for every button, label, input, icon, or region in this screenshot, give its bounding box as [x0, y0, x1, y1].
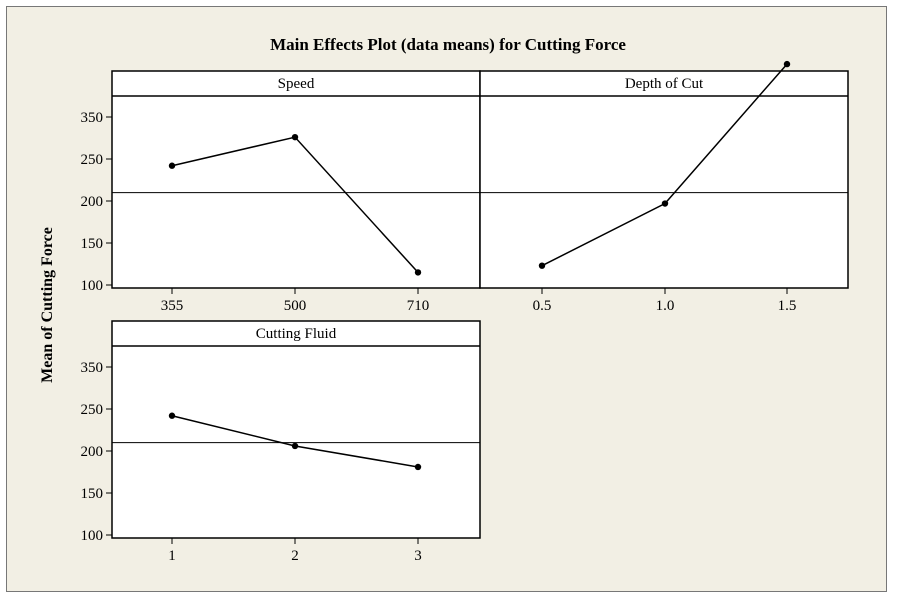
y-tick-label: 250	[81, 402, 104, 418]
y-tick-label: 100	[81, 278, 104, 294]
data-point	[291, 133, 299, 141]
x-tick-label: 500	[284, 298, 307, 314]
y-tick-label: 100	[81, 528, 104, 544]
x-tick-label: 1.0	[656, 298, 675, 314]
y-tick-label: 200	[81, 444, 104, 460]
panel-frame-cutting-fluid	[111, 320, 481, 539]
y-tick-label: 350	[81, 360, 104, 376]
chart-title: Main Effects Plot (data means) for Cutti…	[270, 35, 626, 54]
panel-frame-speed	[111, 70, 481, 289]
panel-frame-depth-of-cut	[479, 70, 849, 289]
data-point	[538, 262, 546, 269]
panel-title-speed: Speed	[278, 76, 315, 92]
panel-title-depth-of-cut: Depth of Cut	[625, 76, 704, 92]
x-tick-label: 1	[168, 548, 176, 564]
data-point	[414, 269, 422, 276]
data-point	[414, 463, 422, 471]
y-tick-label: 350	[81, 110, 104, 126]
data-point	[291, 442, 299, 450]
y-tick-label: 150	[81, 236, 104, 252]
data-point	[168, 412, 176, 419]
x-tick-label: 710	[407, 298, 430, 314]
data-point	[783, 60, 791, 68]
panels-group: Speed 100 150 200 250 350 355 500 710 Depth of Cu…	[81, 60, 849, 564]
panel-title-cutting-fluid: Cutting Fluid	[256, 326, 337, 342]
x-tick-label: 0.5	[533, 298, 552, 314]
x-tick-label: 2	[291, 548, 299, 564]
x-tick-label: 3	[414, 548, 422, 564]
y-tick-label: 150	[81, 486, 104, 502]
data-point	[168, 162, 176, 169]
x-tick-label: 355	[161, 298, 184, 314]
data-point	[661, 200, 669, 207]
y-axis-label: Mean of Cutting Force	[39, 227, 56, 383]
y-tick-label: 250	[81, 152, 104, 168]
x-tick-label: 1.5	[778, 298, 797, 314]
y-tick-label: 200	[81, 194, 104, 210]
